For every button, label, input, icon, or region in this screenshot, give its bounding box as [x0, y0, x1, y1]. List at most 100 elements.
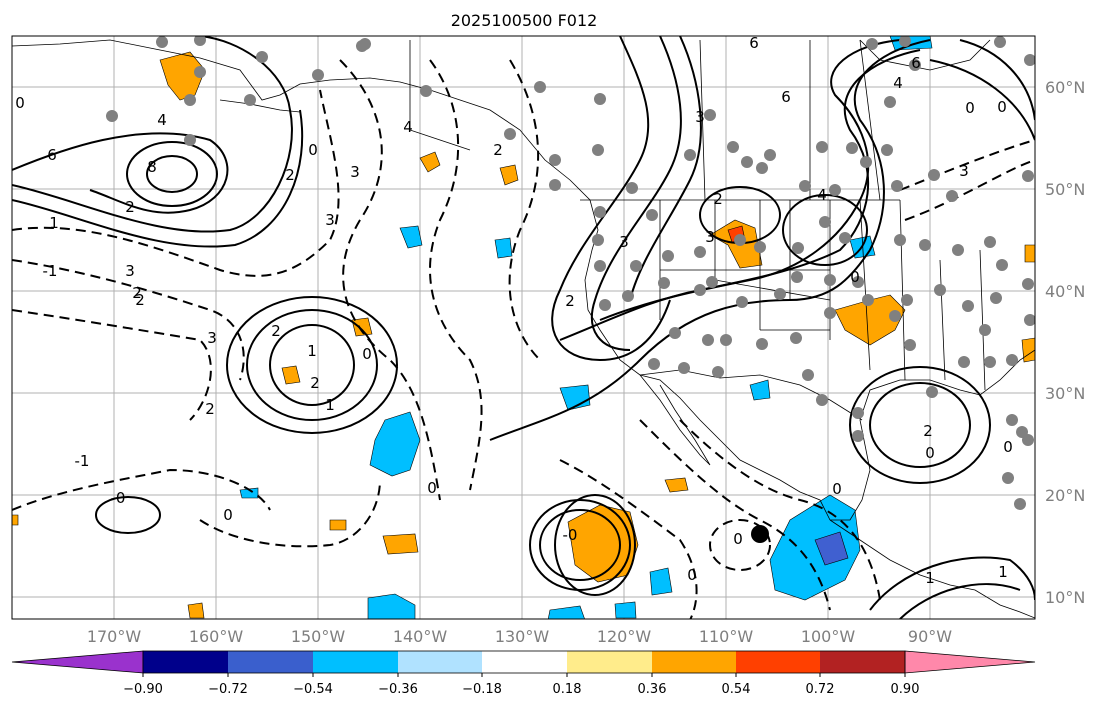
contour-label: 0: [15, 94, 25, 112]
station-marker: [962, 300, 974, 312]
contour-label: 2: [285, 166, 295, 184]
colorbar-extend-low: [11, 650, 144, 674]
station-marker: [594, 206, 606, 218]
contour-solid-low-pacific-2: [246, 309, 378, 421]
contour-lines: [12, 36, 1035, 619]
station-marker: [156, 36, 168, 48]
lat-label: 50°N: [1045, 180, 1085, 199]
contour-label: 1: [325, 396, 335, 414]
station-marker: [1002, 472, 1014, 484]
contour-label: 3: [350, 163, 360, 181]
shade-blue-south-3: [547, 605, 585, 619]
shade-blue-hudson: [889, 36, 933, 51]
station-marker: [852, 407, 864, 419]
station-marker: [706, 276, 718, 288]
colorbar: −0.90 −0.72 −0.54 −0.36 −0.18 0.18 0.36 0.54 0.7…: [11, 650, 1036, 697]
station-marker: [824, 307, 836, 319]
station-marker: [594, 260, 606, 272]
contour-label: 2: [923, 422, 933, 440]
shade-orange-mid-pacific: [351, 317, 373, 337]
station-marker: [909, 59, 921, 71]
station-marker: [704, 109, 716, 121]
station-marker: [194, 66, 206, 78]
shade-blue-south-1: [649, 567, 673, 596]
station-marker: [720, 334, 732, 346]
station-marker: [194, 36, 206, 46]
shade-blue-south-4: [614, 601, 637, 619]
coastline-central-america: [829, 519, 1035, 619]
contour-label: 1: [925, 569, 935, 587]
station-marker: [881, 144, 893, 156]
station-marker: [678, 362, 690, 374]
shade-orange-small-1: [664, 477, 689, 493]
station-marker: [934, 284, 946, 296]
plot-title: 2025100500 F012: [451, 11, 598, 30]
shade-blue-pacific-2: [494, 237, 513, 259]
contour-label: 6: [781, 88, 791, 106]
contour-label: 4: [893, 74, 903, 92]
contour-solid-long: [489, 39, 931, 441]
lat-label: 40°N: [1045, 282, 1085, 301]
station-marker: [990, 292, 1002, 304]
station-marker: [256, 51, 268, 63]
contour-dashed-mex-2: [679, 419, 881, 601]
station-marker: [359, 38, 371, 50]
station-marker: [846, 142, 858, 154]
colorbar-extend-high: [904, 650, 1036, 674]
station-marker: [694, 246, 706, 258]
lat-label: 60°N: [1045, 78, 1085, 97]
contour-label: 0: [223, 506, 233, 524]
shade-darkblue-mexico: [814, 531, 849, 566]
station-marker: [1024, 54, 1035, 66]
station-marker: [852, 276, 864, 288]
contour-solid-high-gulf-2: [849, 366, 991, 484]
coastline-gulf: [830, 349, 1035, 521]
colorbar-segment: [736, 651, 820, 673]
contour-solid-low-pacific: [269, 324, 355, 406]
contour-label: 4: [817, 186, 827, 204]
shade-blue-pacific-3: [369, 411, 421, 477]
contour-solid-se-2: [899, 583, 1021, 619]
contour-label: 8: [147, 158, 157, 176]
colorbar-frame: [142, 650, 906, 674]
contour-dashed-east-1: [899, 139, 1035, 191]
contour-solid-low-epac-2: [529, 499, 631, 591]
station-marker: [824, 274, 836, 286]
contour-label: 2: [205, 400, 215, 418]
shade-orange-small-2: [382, 533, 419, 555]
station-marker: [684, 149, 696, 161]
contour-dashed-1: [12, 89, 340, 277]
contour-label: 0: [687, 566, 697, 584]
shade-blue-small-4: [239, 487, 259, 499]
colorbar-segment: [482, 651, 567, 673]
contour-label: 3: [705, 228, 715, 246]
latitude-labels: 60°N 50°N 40°N 30°N 20°N 10°N: [1045, 78, 1085, 607]
contour-label: 1: [307, 342, 317, 360]
station-marker: [891, 180, 903, 192]
station-marker: [919, 239, 931, 251]
contour-label: -0: [563, 526, 578, 544]
station-marker: [662, 250, 674, 262]
shade-orange-east-2: [1021, 337, 1035, 363]
colorbar-tick-label: −0.72: [208, 682, 248, 697]
station-marker: [658, 277, 670, 289]
contour-label: 1: [998, 563, 1008, 581]
station-marker: [996, 259, 1008, 271]
station-marker: [106, 110, 118, 122]
station-markers: [106, 36, 1035, 510]
contour-label: -0: [111, 489, 126, 507]
contour-solid-zero-pacific: [95, 496, 161, 534]
station-marker: [1022, 434, 1034, 446]
station-marker: [894, 234, 906, 246]
station-marker: [1024, 314, 1035, 326]
lon-label: 130°W: [495, 627, 550, 646]
contour-solid-trough-3: [629, 36, 702, 301]
coastline-baja: [639, 374, 711, 466]
contour-label: 0: [1003, 438, 1013, 456]
lon-label: 150°W: [291, 627, 346, 646]
map-panel: 684231-1-002321012322320-100046623432064…: [11, 35, 1036, 620]
station-marker: [839, 232, 851, 244]
contour-solid-low-epac-3: [554, 494, 636, 596]
contour-label: -1: [43, 262, 58, 280]
contour-label: 6: [911, 54, 921, 72]
